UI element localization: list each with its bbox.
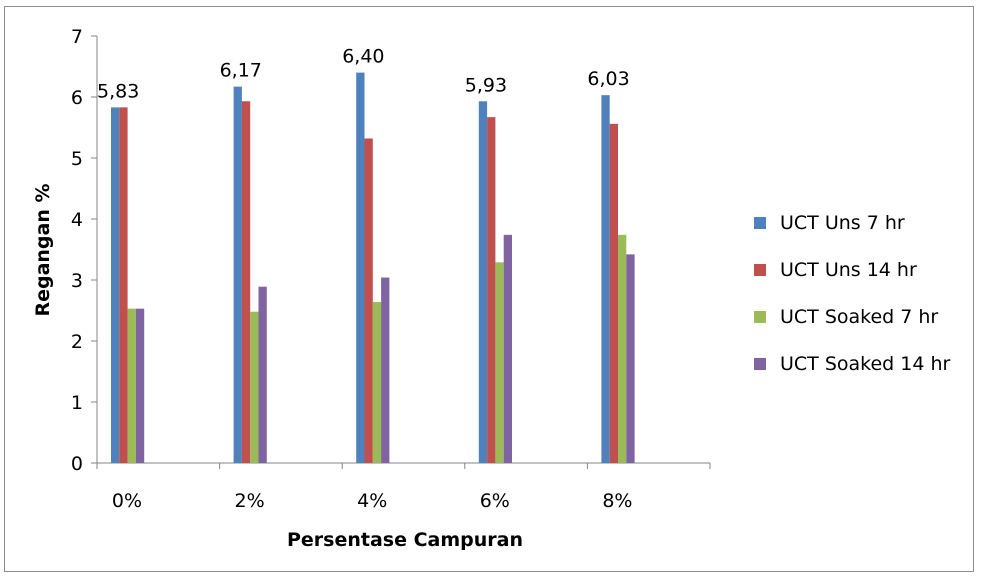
bars <box>111 72 635 464</box>
legend-swatch <box>754 311 766 323</box>
bar-uct-uns-14-hr-8pct <box>609 123 618 463</box>
bar-uct-uns-7-hr-2pct <box>233 86 242 463</box>
y-tick-label: 6 <box>71 87 83 109</box>
bar-uct-uns-7-hr-6pct <box>478 101 488 464</box>
legend-label: UCT Soaked 7 hr <box>780 306 938 328</box>
bar-uct-uns-14-hr-0pct <box>119 107 128 464</box>
data-label: 6,17 <box>220 60 262 82</box>
legend-swatch <box>754 358 766 370</box>
data-label: 5,83 <box>97 80 139 102</box>
bar-uct-soaked-7-hr-2pct <box>250 311 259 463</box>
legend-swatch <box>754 264 766 276</box>
y-tick-label: 0 <box>71 453 83 475</box>
data-labels: 5,83 6,17 6,40 5,93 6,03 <box>97 46 630 103</box>
x-tick-label: 6% <box>480 490 510 512</box>
bar-uct-soaked-7-hr-6pct <box>495 262 504 463</box>
data-label: 6,03 <box>587 68 629 90</box>
bar-uct-soaked-7-hr-0pct <box>127 308 136 463</box>
bar-uct-uns-14-hr-6pct <box>487 117 496 463</box>
y-tick-label: 1 <box>71 392 83 414</box>
x-tick-label: 2% <box>235 490 265 512</box>
bar-uct-soaked-14-hr-2pct <box>258 286 267 463</box>
y-axis-title: Regangan % <box>32 183 54 316</box>
bar-uct-uns-7-hr-0pct <box>111 107 120 464</box>
bar-uct-uns-7-hr-4pct <box>356 72 365 463</box>
bar-uct-uns-7-hr-8pct <box>601 95 610 464</box>
x-tick-label: 0% <box>112 490 142 512</box>
x-axis-title: Persentase Campuran <box>287 529 523 551</box>
legend-label: UCT Uns 14 hr <box>780 259 917 281</box>
legend-swatch <box>754 217 766 229</box>
y-tick-label: 7 <box>71 26 83 48</box>
x-tick-label: 4% <box>357 490 387 512</box>
x-axis-ticks: 0% 2% 4% 6% 8% <box>96 463 711 512</box>
bar-uct-uns-14-hr-2pct <box>241 101 251 464</box>
legend-label: UCT Soaked 14 hr <box>780 353 951 375</box>
bar-uct-soaked-14-hr-8pct <box>626 254 635 463</box>
y-tick-label: 5 <box>71 148 83 170</box>
data-label: 6,40 <box>342 46 384 68</box>
legend: UCT Uns 7 hr UCT Uns 14 hr UCT Soaked 7 hr… <box>754 212 951 375</box>
y-tick-label: 2 <box>71 331 83 353</box>
y-tick-label: 3 <box>71 270 83 292</box>
bar-uct-soaked-7-hr-8pct <box>618 234 627 463</box>
bar-uct-uns-14-hr-4pct <box>364 138 373 464</box>
y-tick-label: 4 <box>71 209 83 231</box>
bar-uct-soaked-7-hr-4pct <box>372 301 382 463</box>
bar-uct-soaked-14-hr-4pct <box>381 277 390 463</box>
bar-uct-soaked-14-hr-0pct <box>135 308 145 463</box>
y-axis-ticks: 0 1 2 3 4 5 6 7 <box>71 26 97 475</box>
x-tick-label: 8% <box>602 490 632 512</box>
bar-uct-soaked-14-hr-6pct <box>503 234 512 463</box>
data-label: 5,93 <box>465 74 507 96</box>
legend-label: UCT Uns 7 hr <box>780 212 905 234</box>
